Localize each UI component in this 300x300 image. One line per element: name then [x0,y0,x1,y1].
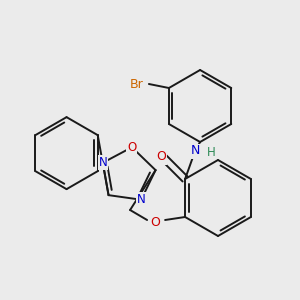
Text: N: N [190,145,200,158]
Text: O: O [127,141,136,154]
Text: N: N [98,156,107,169]
Text: Br: Br [130,77,144,91]
Text: N: N [137,193,146,206]
Text: O: O [150,215,160,229]
Text: H: H [207,146,215,160]
Text: O: O [156,151,166,164]
